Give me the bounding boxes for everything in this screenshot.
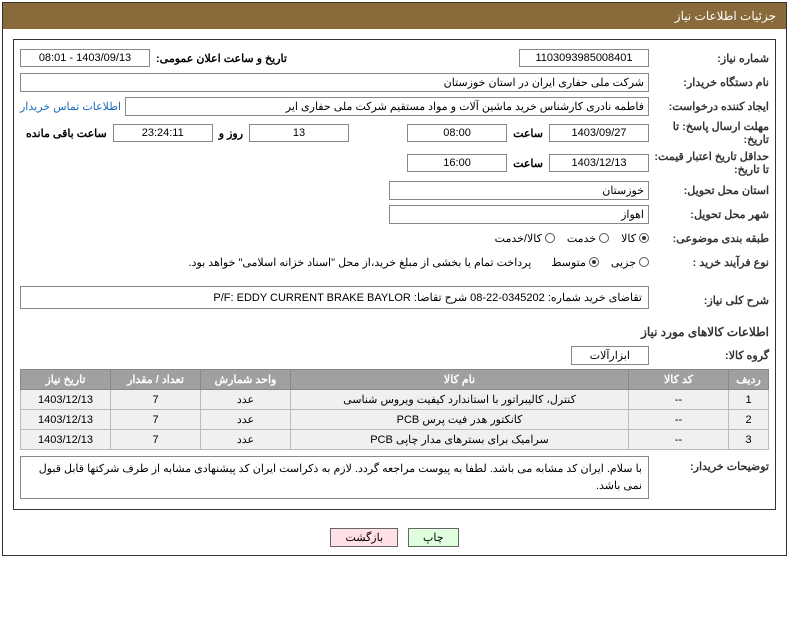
deadline-days: 13 (249, 124, 349, 142)
province-label: استان محل تحویل: (649, 184, 769, 197)
need-no-value: 1103093985008401 (519, 49, 649, 67)
radio-medium-label: متوسط (551, 256, 586, 269)
cell-unit: عدد (201, 430, 291, 450)
th-name: نام کالا (291, 370, 629, 390)
process-label: نوع فرآیند خرید : (649, 256, 769, 269)
item-group-value: ابزارآلات (571, 346, 649, 365)
city-label: شهر محل تحویل: (649, 208, 769, 221)
cell-code: -- (629, 410, 729, 430)
th-date: تاریخ نیاز (21, 370, 111, 390)
back-button[interactable]: بازگشت (330, 528, 398, 547)
validity-label: حداقل تاریخ اعتبار قیمت: تا تاریخ: (649, 150, 769, 176)
deadline-remain: 23:24:11 (113, 124, 213, 142)
th-row: ردیف (729, 370, 769, 390)
announce-label: تاریخ و ساعت اعلان عمومی: (150, 52, 293, 65)
deadline-time: 08:00 (407, 124, 507, 142)
validity-date: 1403/12/13 (549, 154, 649, 172)
table-row: 3--سرامیک برای بسترهای مدار چاپی PCBعدد7… (21, 430, 769, 450)
cell-qty: 7 (111, 430, 201, 450)
radio-partial-label: جزیی (611, 256, 636, 269)
radio-both-label: کالا/خدمت (495, 232, 542, 245)
deadline-remain-suffix: ساعت باقی مانده (20, 127, 113, 140)
buyer-notes-label: توضیحات خریدار: (649, 456, 769, 473)
cell-qty: 7 (111, 390, 201, 410)
cell-row: 3 (729, 430, 769, 450)
cell-row: 1 (729, 390, 769, 410)
radio-icon (639, 233, 649, 243)
items-info-title: اطلاعات کالاهای مورد نیاز (20, 325, 769, 339)
print-button[interactable]: چاپ (408, 528, 459, 547)
buyer-org-value: شرکت ملی حفاری ایران در استان خوزستان (20, 73, 649, 92)
deadline-days-suffix: روز و (213, 127, 249, 140)
cell-row: 2 (729, 410, 769, 430)
cell-name: کانکتور هدر فیت پرس PCB (291, 410, 629, 430)
announce-value: 1403/09/13 - 08:01 (20, 49, 150, 67)
buyer-org-label: نام دستگاه خریدار: (649, 76, 769, 89)
need-no-label: شماره نیاز: (649, 52, 769, 65)
radio-icon (599, 233, 609, 243)
radio-partial[interactable]: جزیی (611, 256, 649, 269)
deadline-time-label: ساعت (507, 127, 549, 140)
cell-unit: عدد (201, 390, 291, 410)
cell-date: 1403/12/13 (21, 390, 111, 410)
cell-unit: عدد (201, 410, 291, 430)
table-row: 2--کانکتور هدر فیت پرس PCBعدد71403/12/13 (21, 410, 769, 430)
cell-code: -- (629, 390, 729, 410)
th-qty: تعداد / مقدار (111, 370, 201, 390)
buyer-notes-value: با سلام. ایران کد مشابه می باشد. لطفا به… (20, 456, 649, 499)
validity-time: 16:00 (407, 154, 507, 172)
process-note: پرداخت تمام یا بخشی از مبلغ خرید،از محل … (189, 256, 552, 269)
items-table: ردیف کد کالا نام کالا واحد شمارش تعداد /… (20, 369, 769, 450)
deadline-date: 1403/09/27 (549, 124, 649, 142)
table-row: 1--کنترل، کالیبراتور با استاندارد کیفیت … (21, 390, 769, 410)
th-code: کد کالا (629, 370, 729, 390)
cell-date: 1403/12/13 (21, 410, 111, 430)
city-value: اهواز (389, 205, 649, 224)
cell-code: -- (629, 430, 729, 450)
radio-khadmat[interactable]: خدمت (567, 232, 609, 245)
item-group-label: گروه کالا: (649, 349, 769, 362)
radio-icon (589, 257, 599, 267)
validity-time-label: ساعت (507, 157, 549, 170)
requester-value: فاطمه نادری کارشناس خرید ماشین آلات و مو… (125, 97, 649, 116)
radio-medium[interactable]: متوسط (551, 256, 599, 269)
radio-icon (545, 233, 555, 243)
requester-label: ایجاد کننده درخواست: (649, 100, 769, 113)
buyer-contact-link[interactable]: اطلاعات تماس خریدار (20, 100, 125, 113)
th-unit: واحد شمارش (201, 370, 291, 390)
radio-kala-label: کالا (621, 232, 636, 245)
radio-kala[interactable]: کالا (621, 232, 649, 245)
deadline-label: مهلت ارسال پاسخ: تا تاریخ: (649, 120, 769, 146)
cell-name: سرامیک برای بسترهای مدار چاپی PCB (291, 430, 629, 450)
radio-khadmat-label: خدمت (567, 232, 596, 245)
radio-both[interactable]: کالا/خدمت (495, 232, 555, 245)
page-header: جزئیات اطلاعات نیاز (3, 3, 786, 29)
province-value: خوزستان (389, 181, 649, 200)
cell-qty: 7 (111, 410, 201, 430)
cell-name: کنترل، کالیبراتور با استاندارد کیفیت ویر… (291, 390, 629, 410)
general-desc-value: تقاضای خرید شماره: 0345202-22-08 شرح تقا… (20, 286, 649, 309)
general-desc-label: شرح کلی نیاز: (649, 294, 769, 307)
radio-icon (639, 257, 649, 267)
category-label: طبقه بندی موضوعی: (649, 232, 769, 245)
cell-date: 1403/12/13 (21, 430, 111, 450)
